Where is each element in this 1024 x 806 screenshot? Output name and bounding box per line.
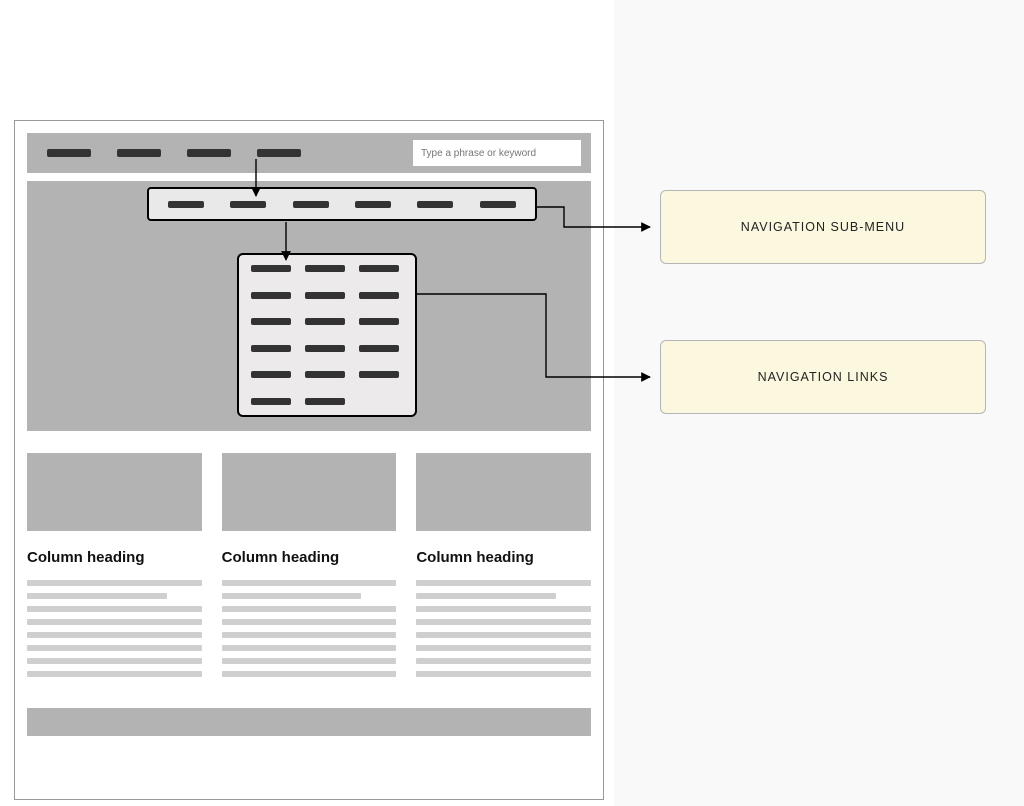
nav-link[interactable] — [251, 318, 291, 325]
text-line — [416, 671, 591, 677]
search-input[interactable] — [413, 140, 581, 166]
nav-link[interactable] — [359, 318, 399, 325]
column-heading: Column heading — [416, 549, 591, 566]
text-line — [27, 632, 202, 638]
column-image — [416, 453, 591, 531]
nav-link[interactable] — [251, 345, 291, 352]
nav-link[interactable] — [305, 265, 345, 272]
text-line — [222, 593, 362, 599]
nav-submenu — [147, 187, 537, 221]
top-nav-item[interactable] — [47, 149, 91, 157]
top-nav-item[interactable] — [117, 149, 161, 157]
nav-link[interactable] — [305, 292, 345, 299]
callout-label: NAVIGATION LINKS — [758, 370, 889, 384]
footer-bar — [27, 708, 591, 736]
nav-link[interactable] — [359, 265, 399, 272]
column: Column heading — [416, 453, 591, 684]
callout-links: NAVIGATION LINKS — [660, 340, 986, 414]
text-line — [27, 619, 202, 625]
text-line — [222, 658, 397, 664]
submenu-item[interactable] — [480, 201, 516, 208]
column-image — [27, 453, 202, 531]
text-line — [27, 645, 202, 651]
text-line — [416, 632, 591, 638]
nav-link[interactable] — [305, 371, 345, 378]
nav-links-panel — [237, 253, 417, 417]
text-line — [222, 580, 397, 586]
links-row — [251, 398, 403, 405]
text-line — [27, 671, 202, 677]
callout-label: NAVIGATION SUB-MENU — [741, 220, 905, 234]
text-line — [27, 593, 167, 599]
top-nav-item[interactable] — [187, 149, 231, 157]
submenu-item[interactable] — [417, 201, 453, 208]
nav-link[interactable] — [305, 398, 345, 405]
text-line — [416, 645, 591, 651]
column: Column heading — [27, 453, 202, 684]
text-line — [416, 593, 556, 599]
links-row — [251, 345, 403, 352]
text-line — [222, 632, 397, 638]
wireframe-frame: Column heading Column heading Column hea… — [14, 120, 604, 800]
column-heading: Column heading — [27, 549, 202, 566]
hero-area — [27, 181, 591, 431]
nav-link[interactable] — [359, 345, 399, 352]
nav-link[interactable] — [359, 371, 399, 378]
links-row — [251, 265, 403, 272]
submenu-item[interactable] — [355, 201, 391, 208]
text-line — [416, 580, 591, 586]
text-line — [222, 606, 397, 612]
text-line — [222, 671, 397, 677]
text-line — [27, 580, 202, 586]
nav-link[interactable] — [251, 371, 291, 378]
text-line — [27, 606, 202, 612]
text-line — [222, 619, 397, 625]
submenu-item[interactable] — [168, 201, 204, 208]
columns: Column heading Column heading Column hea… — [27, 453, 591, 684]
column-heading: Column heading — [222, 549, 397, 566]
nav-link[interactable] — [251, 265, 291, 272]
text-line — [416, 606, 591, 612]
links-row — [251, 318, 403, 325]
links-row — [251, 371, 403, 378]
nav-link[interactable] — [251, 398, 291, 405]
top-nav-bar — [27, 133, 591, 173]
submenu-item[interactable] — [230, 201, 266, 208]
text-line — [416, 619, 591, 625]
links-row — [251, 292, 403, 299]
text-line — [222, 645, 397, 651]
nav-link[interactable] — [251, 292, 291, 299]
column: Column heading — [222, 453, 397, 684]
nav-link[interactable] — [305, 345, 345, 352]
text-line — [416, 658, 591, 664]
nav-link[interactable] — [305, 318, 345, 325]
callout-submenu: NAVIGATION SUB-MENU — [660, 190, 986, 264]
text-line — [27, 658, 202, 664]
submenu-item[interactable] — [293, 201, 329, 208]
top-nav-item[interactable] — [257, 149, 301, 157]
nav-link[interactable] — [359, 292, 399, 299]
column-image — [222, 453, 397, 531]
